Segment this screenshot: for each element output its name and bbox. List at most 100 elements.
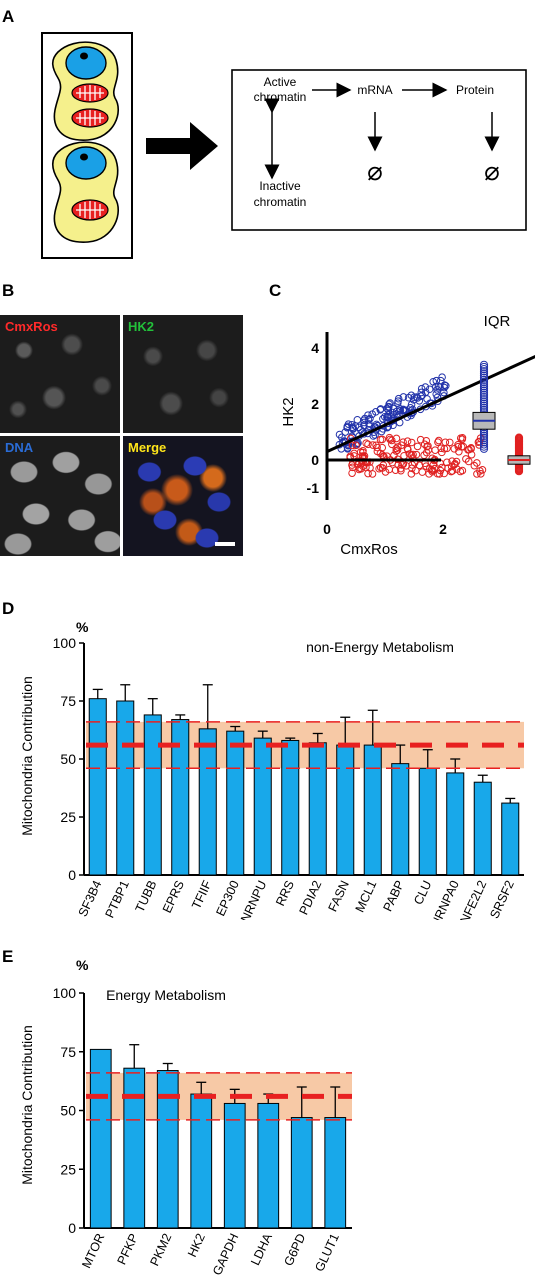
- nucleus: [65, 46, 107, 80]
- x-tick-label: 2: [439, 521, 447, 537]
- panel-d-chart: D % non-Energy Metabolism Mitochondria C…: [2, 599, 524, 920]
- boxplot-point: [479, 403, 489, 412]
- scatter-point: [384, 403, 392, 412]
- scatter-point: [434, 438, 442, 446]
- scatter-point: [425, 470, 433, 478]
- bar: [391, 763, 410, 876]
- y-tick-label: 25: [60, 1161, 76, 1177]
- micrograph-cmxros: CmxRos: [0, 315, 120, 433]
- scatter-point: [392, 444, 401, 453]
- x-tick-label: TFIIF: [189, 878, 214, 911]
- scatter-point: [394, 394, 403, 403]
- boxplot-point: [479, 367, 489, 376]
- scatter-point: [435, 470, 444, 478]
- iqr-annotation: IQR: [484, 313, 511, 330]
- micrograph-merge: Merge: [123, 436, 243, 556]
- bar: [226, 730, 245, 876]
- scatter-point: [444, 464, 452, 472]
- scatter-point: [454, 441, 462, 449]
- mrna-label: mRNA: [357, 83, 392, 97]
- panel-b-label-holder: B: [2, 281, 14, 300]
- scatter-point: [348, 441, 357, 450]
- nucleus: [65, 146, 107, 180]
- scatter-point: [436, 466, 445, 475]
- panel-a-schematic: A Active chromatin Inactive chromatin: [2, 7, 527, 259]
- panel-a: A Active chromatin Inactive chromatin: [0, 0, 535, 270]
- boxplot-point: [479, 397, 489, 406]
- boxplot-point: [479, 386, 489, 395]
- bar: [156, 1070, 179, 1229]
- active-chromatin-line1: Active: [264, 75, 297, 89]
- boxplot-point: [479, 390, 489, 400]
- bar: [418, 767, 437, 876]
- scatter-point: [409, 450, 417, 459]
- panel-c-chart: C IQR 4 2 0 -1 0 2 4 HK2 CmxRos: [269, 281, 535, 558]
- x-tick-label: HK2: [185, 1231, 208, 1259]
- bar: [281, 739, 300, 876]
- x-tick-label: G6PD: [281, 1231, 308, 1268]
- scatter-point: [375, 464, 383, 473]
- scatter-point: [429, 461, 438, 469]
- inactive-chromatin-line1: Inactive: [259, 179, 301, 193]
- protein-degradation-symbol: ⌀: [484, 156, 500, 186]
- x-tick-label: 0: [323, 521, 331, 537]
- micrograph-label: Merge: [128, 440, 167, 455]
- mitochondrion: [71, 108, 109, 128]
- boxplot-point: [479, 362, 489, 372]
- scatter-point: [369, 432, 378, 440]
- y-axis-label: HK2: [280, 397, 297, 426]
- panel-c-label: C: [269, 281, 281, 300]
- scatter-point: [385, 410, 393, 419]
- scatter-point: [386, 399, 394, 407]
- bar: [223, 1102, 246, 1229]
- scatter-point: [360, 418, 369, 427]
- y-tick-label: 100: [53, 985, 77, 1001]
- boxplot-point: [479, 431, 489, 440]
- active-chromatin-line2: chromatin: [254, 90, 307, 104]
- scatter-point: [385, 465, 394, 474]
- x-tick-label: EP300: [213, 878, 242, 918]
- scatter-point: [360, 421, 368, 430]
- x-tick-label: MCL1: [353, 878, 380, 914]
- unit-label: %: [76, 619, 89, 635]
- bar: [190, 1093, 213, 1229]
- nucleolus: [80, 52, 88, 60]
- boxplot-point: [479, 384, 489, 393]
- scatter-point: [407, 438, 416, 447]
- scatter-point: [392, 447, 401, 455]
- scatter-point: [373, 447, 382, 456]
- scatter-point: [456, 434, 465, 442]
- x-tick-label: GAPDH: [210, 1231, 241, 1277]
- boxplot-point: [479, 429, 489, 438]
- scatter-point: [441, 438, 450, 447]
- scale-bar: [215, 542, 235, 546]
- boxplot-point: [514, 433, 524, 442]
- scatter-point: [366, 464, 374, 472]
- bar: [253, 737, 272, 876]
- y-tick-label: 75: [60, 1044, 76, 1060]
- scatter-point: [417, 388, 426, 397]
- bar: [308, 742, 327, 876]
- scatter-point: [476, 467, 484, 475]
- bar: [290, 1117, 313, 1229]
- scatter-point: [381, 468, 390, 476]
- panel-b-label: B: [2, 281, 14, 300]
- x-tick-label: SRSF2: [487, 878, 517, 920]
- boxplot-point: [479, 440, 489, 449]
- big-arrow: [146, 122, 218, 170]
- y-tick-label: 0: [311, 452, 319, 468]
- micrograph-hk2: HK2: [123, 315, 243, 433]
- micrograph-label: HK2: [128, 319, 155, 334]
- scatter-point: [353, 415, 362, 424]
- scatter-point: [348, 420, 356, 429]
- boxplot-point: [479, 436, 489, 445]
- x-tick-label: PDIA2: [297, 878, 325, 917]
- scatter-point: [422, 436, 431, 445]
- y-tick-label: 2: [311, 396, 319, 412]
- scatter-point: [385, 402, 393, 411]
- bar: [198, 728, 217, 876]
- scatter-point: [421, 383, 430, 391]
- bar: [123, 1067, 146, 1229]
- boxplot-point: [479, 382, 489, 391]
- scatter-point: [440, 383, 449, 392]
